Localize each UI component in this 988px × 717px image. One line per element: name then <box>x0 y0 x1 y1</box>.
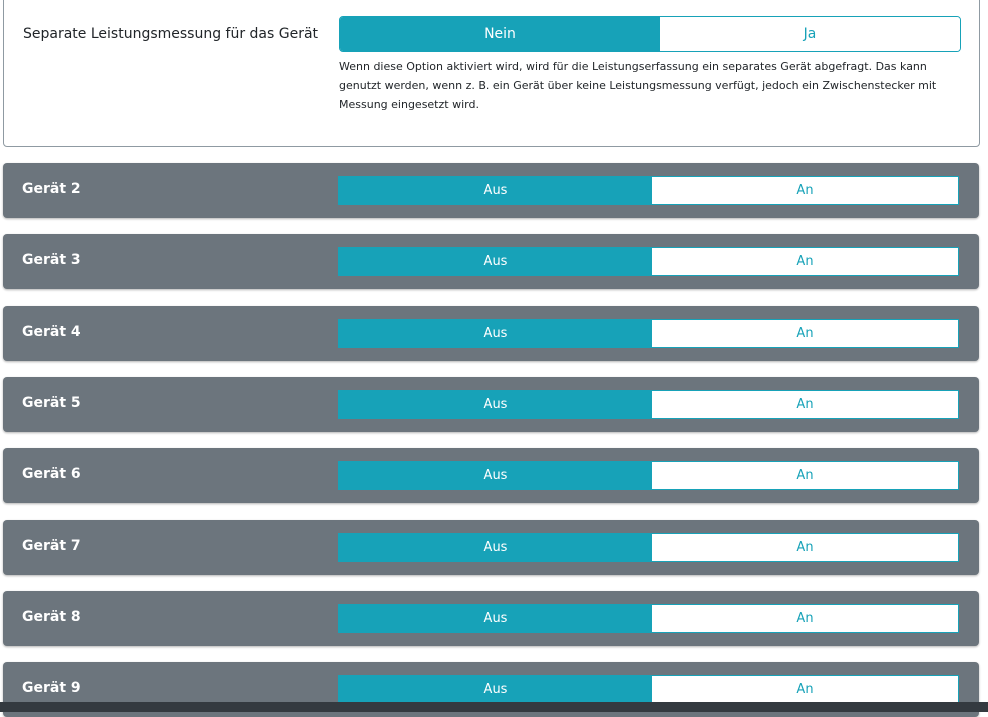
device-panel: Gerät 4 Aus An <box>3 305 979 361</box>
device-panel: Gerät 5 Aus An <box>3 376 979 432</box>
device-panel: Gerät 3 Aus An <box>3 234 979 290</box>
footer-bar <box>0 702 988 712</box>
an-button[interactable]: An <box>652 319 958 347</box>
aus-button[interactable]: Aus <box>339 177 652 204</box>
separate-measurement-label: Separate Leistungsmessung für das Gerät <box>23 26 319 42</box>
device-panel: Gerät 7 Aus An <box>3 519 979 575</box>
device-name: Gerät 3 <box>22 252 81 269</box>
device-toggle[interactable]: Aus An <box>338 247 959 277</box>
device-toggle[interactable]: Aus An <box>338 389 959 419</box>
an-button[interactable]: An <box>652 533 958 561</box>
an-button[interactable]: An <box>652 604 958 632</box>
aus-button[interactable]: Aus <box>339 604 652 632</box>
an-button[interactable]: An <box>652 177 958 204</box>
aus-button[interactable]: Aus <box>339 319 652 347</box>
aus-button[interactable]: Aus <box>339 462 652 490</box>
device-name: Gerät 9 <box>22 680 81 697</box>
device-toggle[interactable]: Aus An <box>338 176 959 205</box>
device-toggle[interactable]: Aus An <box>338 532 959 562</box>
an-button[interactable]: An <box>652 390 958 418</box>
device-name: Gerät 4 <box>22 323 81 340</box>
ja-button[interactable]: Ja <box>660 17 960 51</box>
help-text: Wenn diese Option aktiviert wird, wird f… <box>339 60 937 111</box>
device-panel: Gerät 6 Aus An <box>3 448 979 504</box>
device-name: Gerät 2 <box>22 181 81 197</box>
device-panel: Gerät 2 Aus An <box>3 163 979 218</box>
aus-button[interactable]: Aus <box>339 390 652 418</box>
device-toggle[interactable]: Aus An <box>338 461 959 491</box>
device-name: Gerät 8 <box>22 608 81 625</box>
device-panel: Gerät 8 Aus An <box>3 590 979 646</box>
aus-button[interactable]: Aus <box>339 248 652 276</box>
an-button[interactable]: An <box>652 676 958 704</box>
aus-button[interactable]: Aus <box>339 676 652 704</box>
device-toggle[interactable]: Aus An <box>338 603 959 633</box>
device-name: Gerät 7 <box>22 537 81 554</box>
separate-measurement-toggle[interactable]: Nein Ja <box>339 16 961 52</box>
device-name: Gerät 6 <box>22 466 81 483</box>
nein-button[interactable]: Nein <box>340 17 660 51</box>
an-button[interactable]: An <box>652 462 958 490</box>
separate-measurement-card: Separate Leistungsmessung für das Gerät … <box>3 0 980 147</box>
an-button[interactable]: An <box>652 248 958 276</box>
device-toggle[interactable]: Aus An <box>338 318 959 348</box>
aus-button[interactable]: Aus <box>339 533 652 561</box>
device-toggle[interactable]: Aus An <box>338 675 959 705</box>
device-name: Gerät 5 <box>22 394 81 411</box>
